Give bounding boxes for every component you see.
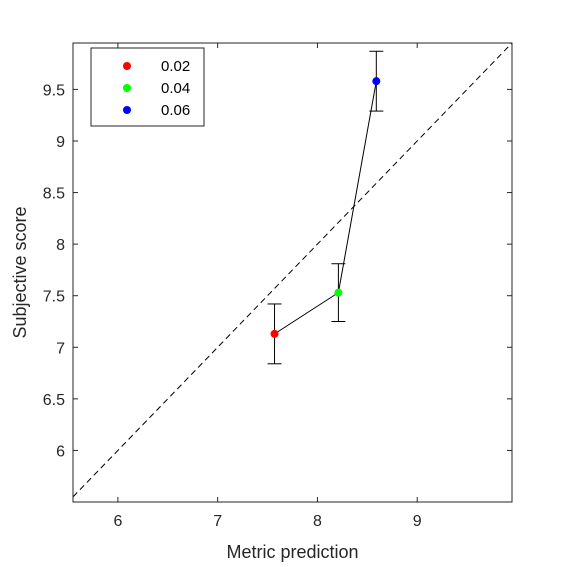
x-tick-label: 7: [213, 513, 222, 530]
legend-marker-3: [123, 106, 131, 114]
y-tick-label: 9.5: [43, 82, 65, 99]
legend-marker-2: [123, 84, 131, 92]
y-tick-label: 7: [56, 340, 65, 357]
data-point-1: [270, 329, 279, 338]
x-tick-label: 6: [113, 513, 122, 530]
data-point-3: [372, 77, 381, 86]
y-tick-label: 6: [56, 443, 65, 460]
reference-line-group: [72, 42, 513, 498]
y-axis-label: Subjective score: [10, 206, 30, 338]
x-tick-label: 8: [313, 513, 322, 530]
y-tick-label: 9: [56, 134, 65, 151]
y-tick-label: 6.5: [43, 392, 65, 409]
legend-marker-1: [123, 62, 131, 70]
x-tick-label: 9: [413, 513, 422, 530]
points-group: [270, 77, 381, 338]
y-tick-label: 8: [56, 237, 65, 254]
y-tick-label: 8.5: [43, 186, 65, 203]
reference-line: [72, 42, 513, 498]
axes-box: [72, 42, 513, 503]
legend-label-3: 0.06: [161, 102, 190, 119]
y-tick-label: 7.5: [43, 289, 65, 306]
x-axis-label: Metric prediction: [226, 542, 358, 562]
legend: 0.02 0.04 0.06: [90, 47, 205, 127]
data-point-2: [334, 288, 343, 297]
legend-box: [90, 47, 205, 127]
legend-label-1: 0.02: [161, 58, 190, 75]
axes-group: 6 7 8 9 6 6.5 7 7.5 8 8.5 9 9.5: [43, 42, 513, 530]
legend-label-2: 0.04: [161, 80, 190, 97]
